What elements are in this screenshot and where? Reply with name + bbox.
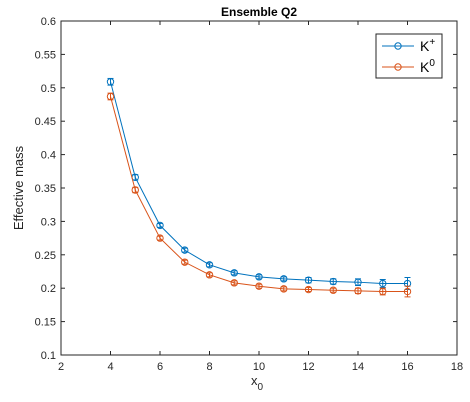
data-point xyxy=(131,186,139,194)
axes: 2 4 6 8 10 12 14 16 18 0.1 0.15 0.2 0.25 0.3 0.35 0.4 0.… xyxy=(35,16,464,373)
data-point xyxy=(354,287,362,295)
y-tick-label: 0.15 xyxy=(35,317,56,329)
y-tick-label: 0.55 xyxy=(35,49,56,61)
x-tick-label: 10 xyxy=(253,361,265,373)
x-tick-label: 2 xyxy=(58,361,64,373)
x-tick-label: 6 xyxy=(157,361,163,373)
data-point xyxy=(379,287,387,296)
data-point xyxy=(230,279,238,287)
x-tick-label: 16 xyxy=(401,361,413,373)
legend-label: K0 xyxy=(420,58,435,75)
x-tick-label: 12 xyxy=(302,361,314,373)
y-axis-title: Effective mass xyxy=(11,145,26,230)
series-layer xyxy=(106,77,412,298)
data-point xyxy=(329,277,337,286)
legend-entry-2: K0 xyxy=(382,58,435,75)
data-point xyxy=(156,234,164,242)
legend-marker xyxy=(394,42,402,50)
y-tick-label: 0.3 xyxy=(41,216,56,228)
y-tick-label: 0.2 xyxy=(41,283,56,295)
x-axis-title: x0 xyxy=(251,373,264,393)
data-point xyxy=(205,271,214,279)
series-1 xyxy=(106,77,412,291)
y-tick-label: 0.35 xyxy=(35,183,56,195)
data-point xyxy=(106,92,115,101)
y-tick-label: 0.1 xyxy=(41,350,56,362)
data-point xyxy=(403,287,412,296)
data-point xyxy=(181,246,189,254)
data-point xyxy=(329,286,337,294)
x-axis-title-subscript: 0 xyxy=(257,382,263,393)
data-point xyxy=(255,273,263,281)
legend-entry-1: K+ xyxy=(382,37,435,54)
y-tick-label: 0.45 xyxy=(35,116,56,128)
y-tick-label: 0.6 xyxy=(41,16,56,28)
data-point xyxy=(379,279,387,288)
data-point xyxy=(205,261,214,269)
x-tick-label: 14 xyxy=(352,361,364,373)
legend-label: K+ xyxy=(420,37,435,54)
series-2 xyxy=(106,92,412,298)
legend-box xyxy=(375,33,443,79)
legend-marker xyxy=(394,63,402,71)
data-point xyxy=(230,269,238,277)
data-point xyxy=(280,275,288,283)
x-tick-label: 4 xyxy=(107,361,113,373)
y-tick-label: 0.5 xyxy=(41,83,56,95)
x-axis-title-main: x xyxy=(251,373,258,388)
data-point xyxy=(304,285,313,294)
y-tick-label: 0.25 xyxy=(35,250,56,262)
data-point xyxy=(280,285,288,293)
x-tick-label: 8 xyxy=(206,361,212,373)
data-point xyxy=(181,258,189,266)
data-point xyxy=(106,78,115,86)
data-point xyxy=(304,276,313,284)
chart-title: Ensemble Q2 xyxy=(221,5,297,19)
x-tick-label: 18 xyxy=(451,361,463,373)
data-point xyxy=(354,278,362,286)
legend: K+ K0 xyxy=(375,33,443,79)
y-tick-label: 0.4 xyxy=(41,150,56,162)
data-point xyxy=(255,282,263,290)
data-point xyxy=(156,221,164,230)
